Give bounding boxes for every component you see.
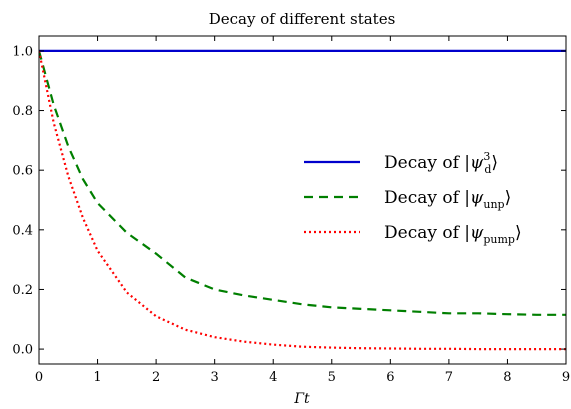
y-tick-label: 0.4 — [12, 223, 33, 238]
x-tick-label: 7 — [445, 370, 453, 385]
y-axis: 0.0 0.2 0.4 0.6 0.8 1.0 — [12, 44, 566, 358]
series-layer — [39, 49, 566, 351]
plot-frame — [38, 35, 567, 365]
x-tick-label: 1 — [93, 370, 101, 385]
y-tick-label: 0.8 — [12, 104, 33, 119]
x-tick-label: 3 — [211, 370, 219, 385]
x-tick-label: 4 — [269, 370, 277, 385]
x-axis: 0 1 2 3 4 5 6 7 8 9 — [35, 36, 570, 385]
y-tick-label: 0.2 — [12, 283, 33, 298]
x-axis-label: Γt — [293, 391, 310, 407]
legend-label-2: Decay of |ψunp⟩ — [384, 188, 511, 211]
x-tick-label: 9 — [562, 370, 570, 385]
x-tick-label: 2 — [152, 370, 160, 385]
series-line-2 — [39, 50, 566, 316]
x-tick-label: 0 — [35, 370, 43, 385]
chart-title: Decay of different states — [209, 10, 396, 28]
plot-area — [38, 35, 567, 365]
legend: Decay of |ψ3 d⟩ Decay of |ψunp⟩ Decay of |ψ… — [304, 150, 522, 246]
y-tick-label: 0.0 — [12, 343, 33, 358]
y-tick-label: 1.0 — [12, 44, 33, 59]
legend-label-1: Decay of |ψ3 d⟩ — [384, 150, 498, 176]
x-tick-label: 6 — [386, 370, 394, 385]
x-tick-label: 5 — [328, 370, 336, 385]
y-tick-label: 0.6 — [12, 164, 33, 179]
x-tick-label: 8 — [503, 370, 511, 385]
legend-label-3: Decay of |ψpump⟩ — [384, 223, 522, 246]
